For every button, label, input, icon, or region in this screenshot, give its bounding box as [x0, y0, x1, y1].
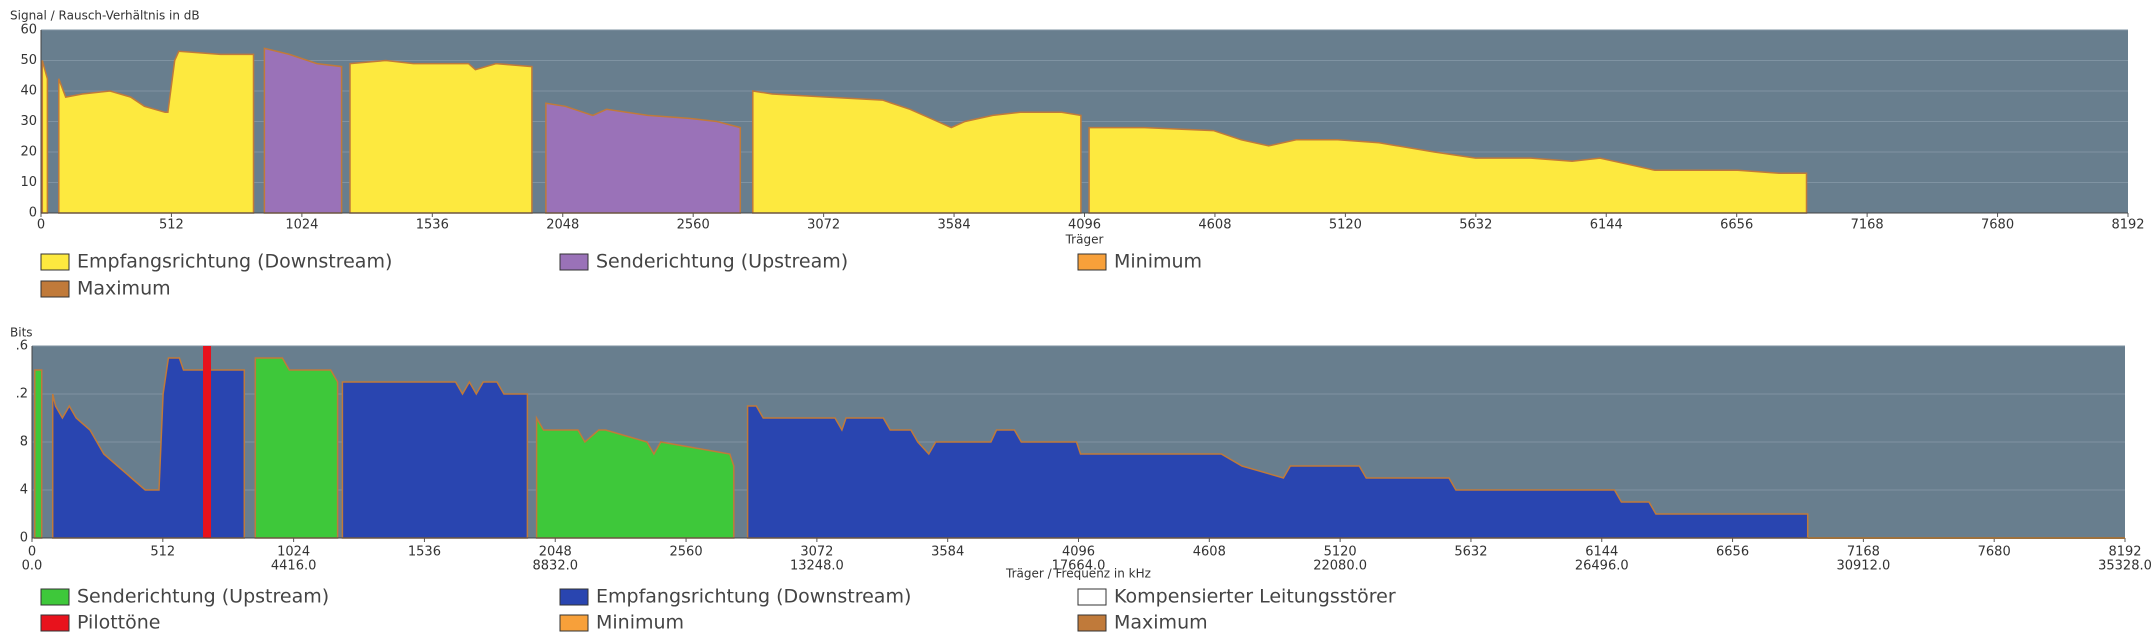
- x2-tick-label: 35328.0: [2098, 559, 2151, 574]
- area: [51, 357, 1809, 539]
- y-tick-label: 60: [20, 23, 37, 38]
- x-tick-label: 3072: [800, 545, 833, 560]
- y-tick-label: 30: [20, 114, 37, 129]
- x2-tick-label: 17664.0: [1052, 559, 1106, 574]
- x-tick-label: 0: [28, 545, 36, 560]
- x-tick-label: 4096: [1068, 218, 1101, 233]
- x-tick-label: 5120: [1329, 218, 1362, 233]
- area: [41, 50, 1808, 214]
- x-tick-label: 0: [37, 218, 45, 233]
- x2-tick-label: 22080.0: [1313, 559, 1367, 574]
- x2-tick-label: 30912.0: [1836, 559, 1890, 574]
- area: [34, 357, 735, 539]
- x-tick-label: 6656: [1720, 218, 1753, 233]
- legend-swatch: [40, 588, 70, 606]
- y-tick-label: .6: [16, 339, 28, 354]
- x-tick-label: 5120: [1324, 545, 1357, 560]
- legend-swatch: [1077, 253, 1107, 271]
- x-tick-label: 8192: [2108, 545, 2141, 560]
- legend-label: Pilottöne: [77, 612, 160, 634]
- x-tick-label: 1024: [285, 218, 318, 233]
- y-tick-label: 8: [20, 435, 28, 450]
- legend-label: Empfangsrichtung (Downstream): [596, 586, 911, 608]
- x2-tick-label: 8832.0: [533, 559, 579, 574]
- x-tick-label: 2560: [677, 218, 710, 233]
- x-tick-label: 8192: [2111, 218, 2144, 233]
- x-tick-label: 6144: [1590, 218, 1623, 233]
- x-axis-title: Träger: [1065, 233, 1104, 247]
- legend-label: Kompensierter Leitungsstörer: [1114, 586, 1396, 608]
- legend-swatch: [40, 614, 70, 632]
- x-tick-label: 1024: [277, 545, 310, 560]
- x2-tick-label: 4416.0: [271, 559, 317, 574]
- x-tick-label: 4096: [1062, 545, 1095, 560]
- legend-label: Maximum: [1114, 612, 1208, 634]
- legend-swatch: [1077, 614, 1107, 632]
- x2-tick-label: 13248.0: [790, 559, 844, 574]
- y-tick-label: 10: [20, 175, 37, 190]
- x2-tick-label: 26496.0: [1575, 559, 1629, 574]
- legend-swatch: [40, 280, 70, 298]
- x-tick-label: 3072: [807, 218, 840, 233]
- y-tick-label: 0: [29, 206, 37, 221]
- legend-swatch: [40, 253, 70, 271]
- pilot-tone: [203, 346, 212, 538]
- y-axis-title: Signal / Rausch-Verhältnis in dB: [10, 9, 200, 23]
- y-tick-label: 20: [20, 145, 37, 160]
- x-tick-label: 7168: [1847, 545, 1880, 560]
- y-tick-label: 0: [20, 531, 28, 546]
- legend-label: Senderichtung (Upstream): [596, 251, 848, 273]
- y-axis-title: Bits: [10, 326, 33, 340]
- x-axis-title: Träger / Frequenz in kHz: [1005, 567, 1151, 581]
- legend-label: Empfangsrichtung (Downstream): [77, 251, 392, 273]
- x-tick-label: 512: [150, 545, 175, 560]
- x-tick-label: 6656: [1716, 545, 1749, 560]
- y-tick-label: .2: [16, 387, 28, 402]
- y-tick-label: 40: [20, 84, 37, 99]
- x-tick-label: 7680: [1978, 545, 2011, 560]
- legend-swatch: [559, 614, 589, 632]
- x-tick-label: 512: [159, 218, 184, 233]
- x-tick-label: 4608: [1193, 545, 1226, 560]
- x-tick-label: 3584: [938, 218, 971, 233]
- x2-tick-label: 0.0: [22, 559, 43, 574]
- x-tick-label: 7680: [1981, 218, 2014, 233]
- legend-label: Minimum: [1114, 251, 1202, 273]
- y-tick-label: 50: [20, 53, 37, 68]
- legend-label: Senderichtung (Upstream): [77, 586, 329, 608]
- x-tick-label: 5632: [1454, 545, 1487, 560]
- x-tick-label: 2048: [539, 545, 572, 560]
- legend-swatch: [559, 588, 589, 606]
- x-tick-label: 1536: [416, 218, 449, 233]
- y-tick-label: 4: [20, 483, 28, 498]
- legend-swatch: [559, 253, 589, 271]
- legend-label: Minimum: [596, 612, 684, 634]
- x-tick-label: 4608: [1198, 218, 1231, 233]
- legend-label: Maximum: [77, 278, 171, 300]
- x-tick-label: 6144: [1585, 545, 1618, 560]
- x-tick-label: 7168: [1851, 218, 1884, 233]
- x-tick-label: 3584: [931, 545, 964, 560]
- x-tick-label: 2560: [670, 545, 703, 560]
- x-tick-label: 1536: [408, 545, 441, 560]
- legend-swatch: [1077, 588, 1107, 606]
- x-tick-label: 5632: [1459, 218, 1492, 233]
- x-tick-label: 2048: [546, 218, 579, 233]
